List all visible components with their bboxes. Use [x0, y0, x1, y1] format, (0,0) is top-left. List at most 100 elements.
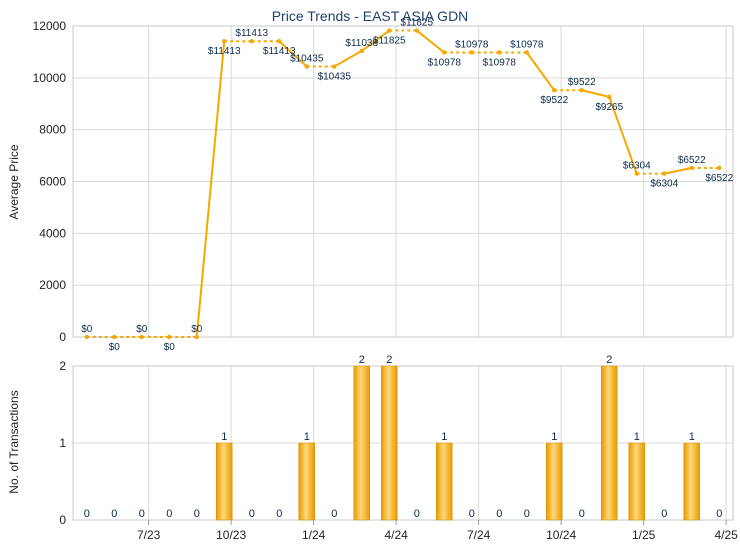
transactions-count-label: 0	[139, 508, 145, 520]
price-data-label: $6522	[678, 155, 706, 166]
price-line-segment	[581, 89, 610, 98]
x-tick-label: 4/25	[714, 528, 738, 542]
transactions-count-label: 0	[579, 508, 585, 520]
transactions-count-label: 1	[221, 431, 227, 443]
price-y-tick-label: 10000	[33, 71, 67, 85]
price-point	[277, 39, 282, 44]
transactions-count-label: 2	[386, 354, 392, 366]
transactions-bar	[353, 365, 370, 521]
price-y-tick-label: 6000	[39, 175, 66, 189]
price-data-label: $11825	[400, 18, 433, 29]
price-point	[497, 50, 502, 55]
x-tick-label: 7/23	[137, 528, 161, 542]
price-point	[414, 28, 419, 33]
price-data-label: $0	[164, 342, 176, 353]
price-y-tick-label: 12000	[33, 19, 67, 33]
x-tick-label: 1/25	[632, 528, 656, 542]
transactions-bar	[601, 365, 618, 521]
price-data-label: $10978	[483, 57, 517, 68]
price-point	[552, 88, 557, 93]
price-point	[607, 94, 612, 100]
transactions-plot-frame	[72, 365, 734, 521]
transactions-count-label: 0	[166, 508, 172, 520]
transactions-count-label: 0	[276, 508, 282, 520]
x-tick-label: 10/23	[216, 528, 246, 542]
price-line-segment	[361, 29, 390, 52]
price-line-segment	[416, 29, 445, 54]
price-data-label: $6304	[623, 161, 651, 172]
transactions-bars: 0 0 0 0 0 1 0 0 1 0 2 2 0 1 0 0 0 1 0 2 1 0 1 0	[84, 354, 722, 521]
transactions-count-label: 0	[716, 508, 722, 520]
price-y-tick-label: 2000	[39, 278, 66, 292]
price-y-tick-label: 0	[59, 330, 66, 344]
price-data-label: $11038	[345, 38, 378, 49]
price-point	[387, 28, 392, 33]
transactions-bar	[216, 442, 233, 521]
x-axis-ticks: 7/23 10/23 1/24 4/24 7/24 10/24 1/25 4/25	[137, 520, 738, 542]
x-tick-label: 1/24	[302, 528, 326, 542]
price-data-label: $0	[109, 342, 121, 353]
price-data-label: $10978	[510, 39, 544, 50]
price-line-segment	[525, 51, 556, 91]
price-line-segment	[195, 41, 226, 338]
price-data-label: $10978	[455, 39, 489, 50]
transactions-count-label: 0	[661, 508, 667, 520]
price-point	[442, 50, 447, 55]
price-data-label: $11413	[208, 46, 241, 57]
chart-title: Price Trends - EAST ASIA GDN	[272, 8, 469, 24]
price-data-label: $9522	[540, 95, 568, 106]
price-y-tick-label: 4000	[39, 226, 66, 240]
transactions-count-label: 0	[414, 508, 420, 520]
transactions-count-label: 0	[496, 508, 502, 520]
price-point	[469, 50, 474, 55]
price-gridlines	[72, 25, 734, 338]
price-line-segment	[608, 96, 638, 174]
price-point	[84, 334, 89, 340]
price-line-segment	[278, 40, 308, 68]
transactions-count-label: 1	[551, 431, 557, 443]
transactions-bar	[546, 442, 563, 521]
price-data-label: $6304	[650, 179, 678, 190]
transactions-bar	[683, 442, 700, 521]
transactions-count-label: 1	[304, 431, 310, 443]
price-point	[167, 334, 172, 340]
price-data-label: $0	[136, 324, 148, 335]
price-data-label: $0	[191, 324, 203, 335]
transactions-y-tick-label: 2	[59, 359, 66, 373]
price-point	[634, 171, 639, 176]
transactions-count-label: 0	[331, 508, 337, 520]
price-y-axis-ticks: 0 2000 4000 6000 8000 10000 12000	[33, 19, 67, 344]
price-point	[304, 64, 309, 69]
price-point	[222, 39, 227, 44]
price-data-label: $0	[81, 324, 93, 335]
transactions-count-label: 0	[249, 508, 255, 520]
price-point	[359, 48, 364, 54]
price-point	[579, 88, 584, 93]
price-data-label: $10435	[290, 54, 324, 65]
x-tick-label: 7/24	[467, 528, 491, 542]
price-point	[689, 165, 694, 171]
transactions-y-tick-label: 1	[59, 436, 66, 450]
price-data-label: $6522	[705, 173, 733, 184]
price-plot-frame	[72, 25, 734, 338]
transactions-bar	[381, 365, 398, 521]
price-data-label: $10978	[428, 57, 462, 68]
price-point	[332, 64, 337, 69]
transactions-y-axis-title: No. of Transactions	[7, 390, 21, 493]
transactions-count-label: 1	[634, 431, 640, 443]
transactions-y-tick-label: 0	[59, 513, 66, 527]
transactions-count-label: 2	[606, 354, 612, 366]
x-tick-label: 4/24	[384, 528, 408, 542]
price-line-segment	[333, 50, 363, 68]
transactions-count-label: 2	[359, 354, 365, 366]
price-data-label: $11413	[235, 28, 268, 39]
transactions-count-label: 0	[194, 508, 200, 520]
transactions-count-label: 1	[441, 431, 447, 443]
price-data-label: $11825	[373, 36, 406, 47]
x-tick-label: 10/24	[546, 528, 576, 542]
transactions-count-label: 1	[689, 431, 695, 443]
price-line-segment	[664, 166, 692, 175]
price-data-label: $10435	[318, 72, 352, 83]
